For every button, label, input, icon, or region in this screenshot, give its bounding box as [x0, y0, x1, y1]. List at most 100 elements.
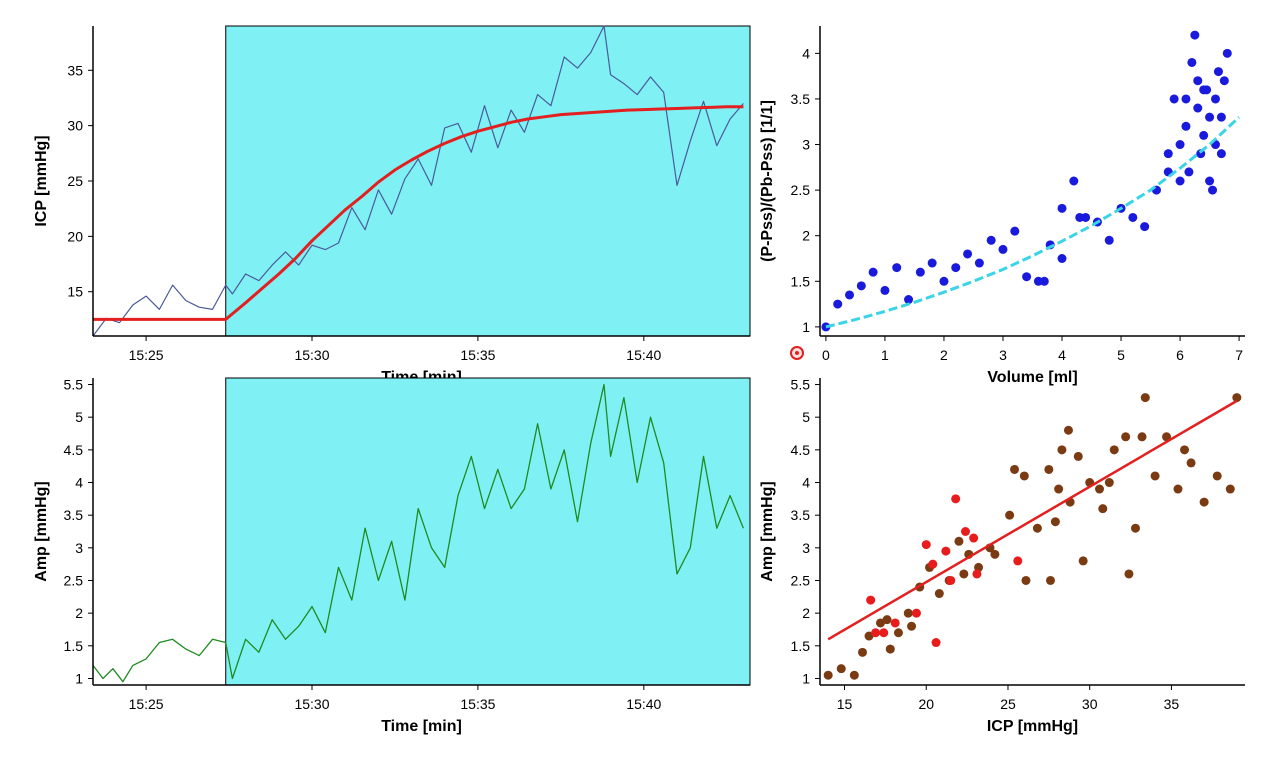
baseline-data-point [1180, 445, 1190, 455]
pvi-data-point [833, 299, 843, 309]
pvi-data-point [915, 267, 925, 277]
y-tick-label: 1.5 [64, 638, 84, 654]
pvi-data-point [1193, 76, 1203, 86]
pvi-data-point [986, 235, 996, 245]
pvi-data-point [1184, 167, 1194, 177]
y-tick-label: 4.5 [64, 442, 84, 458]
infusion-data-point [969, 533, 979, 543]
baseline-data-point [934, 589, 944, 599]
y-tick-label: 35 [67, 62, 83, 78]
pvi-data-point [1175, 140, 1185, 150]
x-tick-label: 15:25 [129, 696, 164, 712]
y-tick-label: 4.5 [791, 442, 811, 458]
infusion-data-point [866, 595, 876, 605]
y-tick-label: 4 [802, 475, 810, 491]
x-tick-label: 1 [881, 347, 889, 363]
infusion-data-point [941, 546, 951, 556]
y-tick-label: 2 [75, 605, 83, 621]
pvi-data-point [1181, 94, 1191, 104]
infusion-data-point [879, 628, 889, 638]
pvi-data-point [1219, 76, 1229, 86]
pvi-data-point [1169, 94, 1179, 104]
y-tick-label: 20 [67, 228, 83, 244]
baseline-data-point [885, 644, 895, 654]
baseline-data-point [1021, 575, 1031, 585]
baseline-data-point [1225, 484, 1235, 494]
y-tick-label: 2 [802, 605, 810, 621]
baseline-data-point [903, 608, 913, 618]
infusion-data-point [1013, 556, 1023, 566]
baseline-data-point [1005, 510, 1015, 520]
baseline-data-point [1057, 445, 1067, 455]
y-tick-label: 1 [802, 670, 810, 686]
baseline-data-point [849, 670, 859, 680]
pvi-data-point [904, 295, 914, 305]
baseline-data-point [1045, 575, 1055, 585]
pvi-data-point [1216, 112, 1226, 122]
pvi-data-point [1022, 272, 1032, 282]
x-tick-label: 15:30 [294, 696, 329, 712]
baseline-data-point [1063, 425, 1073, 435]
pvi-data-point [868, 267, 878, 277]
baseline-data-point [858, 647, 867, 657]
x-tick-label: 30 [1082, 696, 1098, 712]
pvi-data-point [1010, 226, 1020, 236]
y-tick-label: 2.5 [791, 182, 811, 198]
baseline-data-point [1019, 471, 1029, 481]
infusion-data-point [951, 494, 961, 504]
infusion-data-point [911, 608, 921, 618]
pvi-data-point [1128, 212, 1138, 222]
x-tick-label: 15:40 [626, 347, 661, 363]
y-tick-label: 1.5 [791, 273, 811, 289]
y-tick-label: 2.5 [64, 572, 84, 588]
baseline-data-point [893, 628, 903, 638]
x-axis-label: ICP [mmHg] [987, 718, 1078, 735]
baseline-data-point [954, 536, 964, 546]
icp-trace-line [92, 25, 744, 337]
pvi-fit-line [825, 116, 1241, 329]
pvi-data-point [1175, 176, 1185, 186]
pvi-data-point [1140, 222, 1150, 232]
y-tick-label: 1 [802, 319, 810, 335]
baseline-data-point [1095, 484, 1105, 494]
baseline-data-point [990, 549, 1000, 559]
amp-time-chart: 15:25 15:30 15:35 15:40 1 1.5 2 2.5 3 3.5 4 4.5 5 5.5… [33, 377, 751, 735]
x-tick-label: 15:25 [129, 347, 164, 363]
x-tick-label: 15 [837, 696, 853, 712]
pvi-data-point [1069, 176, 1079, 186]
baseline-data-point [1162, 432, 1172, 442]
y-axis-label: Amp [mmHg] [759, 481, 776, 581]
pvi-data-point [1222, 48, 1232, 58]
pvi-data-point [1199, 130, 1209, 140]
y-tick-label: 5.5 [64, 377, 84, 393]
y-tick-label: 3.5 [791, 91, 811, 107]
y-tick-label: 3 [75, 540, 83, 556]
pvi-data-point [892, 263, 902, 273]
baseline-data-point [1078, 556, 1088, 566]
x-tick-label: 35 [1164, 696, 1180, 712]
baseline-data-point [1232, 393, 1242, 403]
red-ring-icon [790, 346, 804, 360]
baseline-data-point [882, 615, 892, 625]
baseline-data-point [1109, 445, 1119, 455]
y-axis-label: (P-Pss)/(Pb-Pss) [1/1] [759, 100, 776, 262]
x-tick-label: 2 [940, 347, 948, 363]
baseline-data-point [1010, 464, 1020, 474]
pvi-data-point [856, 281, 866, 291]
infusion-data-point [946, 575, 956, 585]
baseline-data-point [1104, 478, 1114, 488]
pvi-data-point [1199, 85, 1209, 95]
baseline-data-point [1073, 451, 1083, 461]
baseline-data-point [1212, 471, 1222, 481]
baseline-data-point [1186, 458, 1196, 468]
baseline-data-point [959, 569, 969, 579]
y-tick-label: 5.5 [791, 377, 811, 393]
pvi-data-point [939, 276, 949, 286]
x-tick-label: 15:35 [460, 696, 495, 712]
pvi-data-point [1187, 57, 1197, 67]
y-tick-label: 5 [75, 409, 83, 425]
y-tick-label: 3 [802, 137, 810, 153]
y-tick-label: 1.5 [791, 638, 811, 654]
pvi-data-point [880, 285, 890, 295]
